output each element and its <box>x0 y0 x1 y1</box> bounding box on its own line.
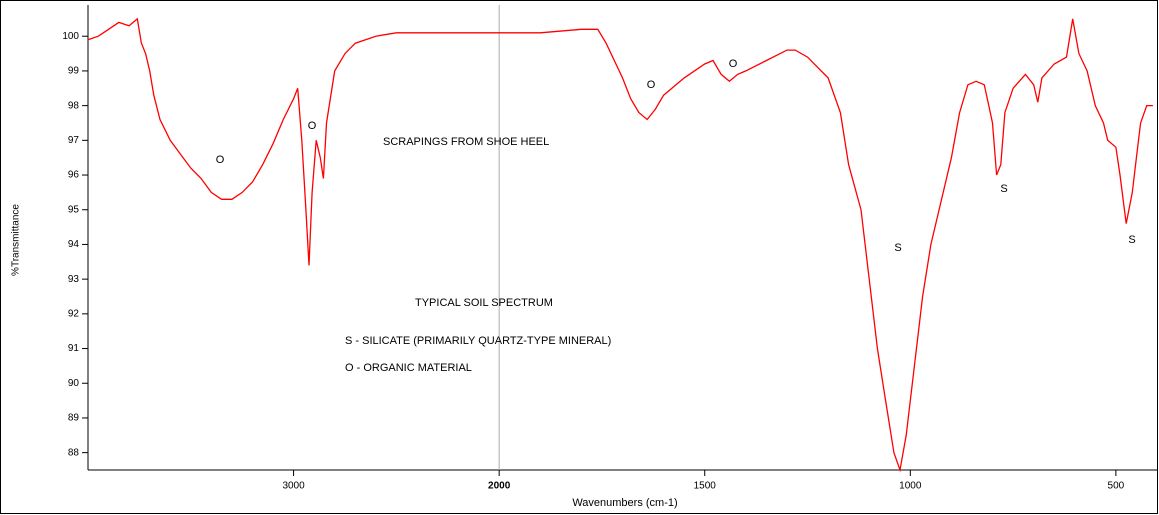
spectrum-line <box>87 17 1153 473</box>
annotation: S <box>1128 234 1135 246</box>
annotation: O - ORGANIC MATERIAL <box>345 362 472 374</box>
x-tick-label: 2000 <box>488 481 511 492</box>
annotation: S - SILICATE (PRIMARILY QUARTZ-TYPE MINE… <box>345 335 611 347</box>
annotation: TYPICAL SOIL SPECTRUM <box>415 297 553 309</box>
x-tick-label: 3000 <box>282 481 305 492</box>
y-tick-label: 96 <box>68 170 80 181</box>
annotation: S <box>1000 183 1007 195</box>
y-tick-label: 90 <box>68 378 80 389</box>
annotation: O <box>647 79 656 91</box>
y-tick-label: 89 <box>68 413 80 424</box>
y-tick-label: 95 <box>68 204 80 215</box>
x-tick-label: 1000 <box>899 481 922 492</box>
x-tick-label: 1500 <box>694 481 717 492</box>
y-tick-label: 99 <box>68 66 80 77</box>
y-tick-label: 94 <box>68 239 80 250</box>
y-axis-label: %Transmittance <box>11 204 22 276</box>
annotation: SCRAPINGS FROM SHOE HEEL <box>383 136 549 148</box>
y-tick-label: 93 <box>68 274 80 285</box>
annotation: O <box>729 58 738 70</box>
annotation: O <box>216 154 225 166</box>
y-tick-label: 97 <box>68 135 80 146</box>
x-axis-label: Wavenumbers (cm-1) <box>572 497 677 509</box>
y-tick-label: 100 <box>62 31 79 42</box>
y-tick-label: 98 <box>68 100 80 111</box>
y-tick-label: 92 <box>68 308 80 319</box>
x-tick-label: 500 <box>1108 481 1125 492</box>
annotation: O <box>308 120 317 132</box>
annotation: S <box>894 242 901 254</box>
y-tick-label: 91 <box>68 343 80 354</box>
y-tick-label: 88 <box>68 447 80 458</box>
